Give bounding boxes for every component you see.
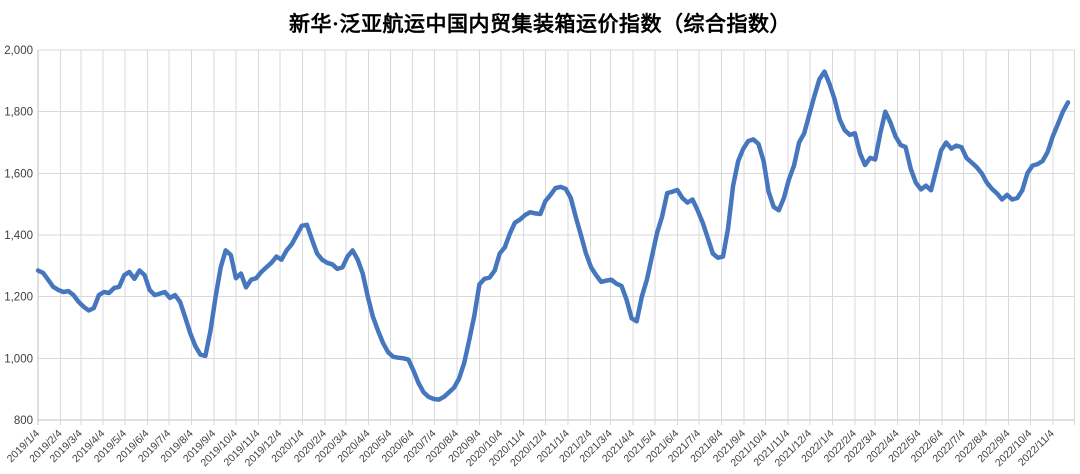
- series-line-composite-index: [35, 69, 1071, 402]
- y-axis-label: 2,000: [4, 45, 33, 57]
- y-axis-label: 1,400: [4, 230, 33, 242]
- y-axis-label: 1,000: [4, 353, 33, 365]
- y-axis-label: 1,600: [4, 168, 33, 180]
- y-axis-label: 1,200: [4, 292, 33, 304]
- y-axis-label: 800: [14, 415, 33, 427]
- y-axis-label: 1,800: [4, 107, 33, 119]
- chart-title: 新华·泛亚航运中国内贸集装箱运价指数（综合指数）: [288, 12, 791, 36]
